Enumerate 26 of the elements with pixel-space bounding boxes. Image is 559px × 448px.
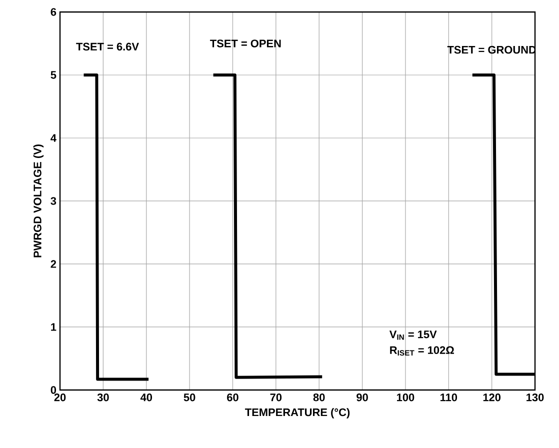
x-tick-label: 20: [54, 394, 66, 402]
x-axis-title: TEMPERATURE (°C): [245, 408, 350, 418]
annotation: TSET = 6.6V: [76, 42, 139, 51]
x-tick-label: 120: [483, 394, 501, 402]
y-tick-label: 1: [51, 323, 56, 331]
annotation: R$_{ISET}$ = 102Ω: [390, 346, 454, 356]
x-tick-label: 60: [227, 394, 238, 402]
annotation: V$_{IN}$ = 15V: [389, 330, 437, 340]
x-tick-label: 130: [526, 394, 544, 402]
x-tick-label: 40: [140, 394, 152, 402]
x-tick-label: 100: [397, 394, 414, 402]
y-tick-label: 3: [50, 197, 56, 205]
y-axis-title: PWRGD VOLTAGE (V): [33, 144, 44, 258]
x-tick-label: 110: [440, 394, 458, 402]
y-tick-label: 4: [50, 134, 56, 142]
x-tick-label: 50: [184, 394, 196, 402]
y-tick-label: 5: [50, 71, 56, 79]
x-tick-label: 70: [270, 394, 282, 402]
x-tick-label: 80: [313, 394, 325, 402]
x-tick-label: 90: [356, 394, 368, 402]
x-tick-label: 30: [97, 394, 109, 402]
annotation: TSET = OPEN: [210, 40, 281, 48]
y-tick-label: 2: [50, 260, 56, 268]
annotation: TSET = GROUND: [447, 46, 536, 54]
y-tick-label: 6: [50, 8, 56, 16]
y-tick-label: 0: [50, 386, 56, 394]
